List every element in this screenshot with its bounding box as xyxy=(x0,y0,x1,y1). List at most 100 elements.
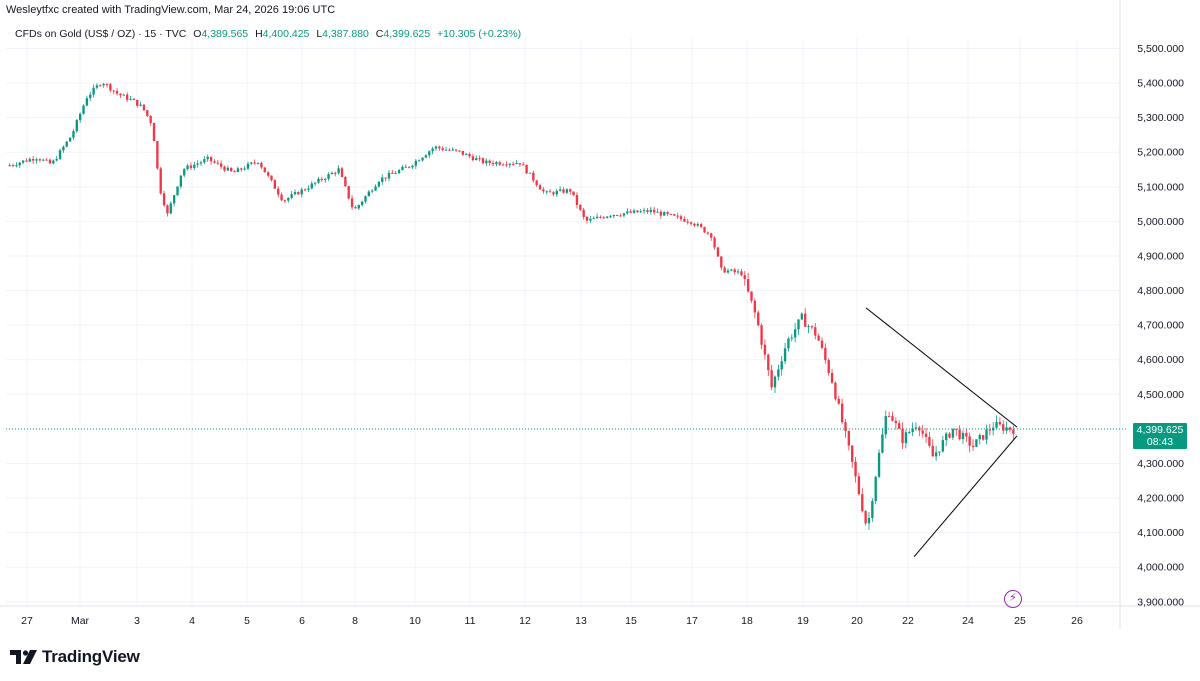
candle-body xyxy=(834,382,837,399)
candle-body xyxy=(172,195,176,204)
candle-body xyxy=(723,267,726,273)
candle-body xyxy=(82,105,85,114)
candle-body xyxy=(985,429,988,440)
candle-body xyxy=(538,185,542,190)
candle-body xyxy=(277,188,280,195)
y-tick-label: 4,600.000 xyxy=(1137,354,1184,366)
candle-body xyxy=(975,439,978,447)
candlestick-series xyxy=(8,82,1015,530)
candle-body xyxy=(146,110,149,116)
symbol-name[interactable]: CFDs on Gold (US$ / OZ) · 15 · TVC xyxy=(15,28,187,40)
candle-body xyxy=(350,198,354,208)
candle-body xyxy=(572,191,575,196)
candle-body xyxy=(847,431,851,446)
candle-body xyxy=(659,211,663,216)
candle-body xyxy=(696,224,699,226)
candle-body xyxy=(877,452,881,477)
candle-body xyxy=(884,416,887,435)
candle-body xyxy=(968,436,971,446)
candle-body xyxy=(790,337,793,339)
candle-body xyxy=(136,99,139,106)
drawing-layer[interactable] xyxy=(6,307,1128,558)
candle-body xyxy=(532,172,535,181)
candle-body xyxy=(411,165,414,168)
candle-body xyxy=(367,191,371,197)
candle-body xyxy=(451,149,454,151)
candle-body xyxy=(669,213,673,215)
candle-body xyxy=(377,181,381,187)
candle-body xyxy=(32,159,35,161)
candle-body xyxy=(485,160,488,164)
candle-body xyxy=(562,189,565,193)
y-tick-label: 4,900.000 xyxy=(1137,250,1184,262)
candle-body xyxy=(908,431,911,433)
candle-body xyxy=(945,433,948,441)
candle-body xyxy=(874,476,877,502)
candle-body xyxy=(683,218,686,222)
candle-body xyxy=(428,151,431,156)
candle-body xyxy=(25,160,28,162)
last-price-value: 4,399.625 xyxy=(1136,424,1184,436)
candle-body xyxy=(505,164,508,166)
x-tick-label: 26 xyxy=(1071,615,1083,627)
low-label: L xyxy=(316,28,323,40)
candle-body xyxy=(384,177,387,179)
candle-body xyxy=(911,428,914,432)
candle-body xyxy=(280,194,283,201)
open-value: 4,389.565 xyxy=(201,28,249,40)
candle-body xyxy=(99,85,102,87)
candle-body xyxy=(582,209,585,217)
candle-body xyxy=(38,159,42,161)
candle-body xyxy=(387,172,391,179)
candle-body xyxy=(525,164,528,174)
candle-body xyxy=(397,170,401,174)
triangle-trendline xyxy=(913,435,1018,558)
candle-body xyxy=(313,182,317,184)
candle-body xyxy=(780,361,783,370)
candle-body xyxy=(431,148,434,152)
candle-body xyxy=(948,433,951,438)
x-tick-label: 24 xyxy=(962,615,974,627)
candle-body xyxy=(814,327,817,336)
x-tick-label: 22 xyxy=(902,615,914,627)
bar-countdown: 08:43 xyxy=(1146,436,1174,448)
candle-body xyxy=(569,189,572,192)
price-axis[interactable]: 3,900.000 4,000.000 4,100.000 4,200.000 4,30… xyxy=(1137,43,1184,608)
candle-body xyxy=(233,171,236,173)
candle-body xyxy=(579,205,582,210)
y-tick-label: 5,300.000 xyxy=(1137,112,1184,124)
lightning-icon[interactable]: ⚡ xyxy=(1004,590,1022,608)
candle-body xyxy=(21,160,25,163)
candle-body xyxy=(750,291,753,301)
candle-body xyxy=(495,162,498,165)
candle-body xyxy=(542,189,545,192)
candle-body xyxy=(132,98,136,100)
candle-body xyxy=(266,172,270,176)
y-tick-label: 4,000.000 xyxy=(1137,562,1184,574)
candle-body xyxy=(498,162,501,165)
tradingview-brand[interactable]: TradingView xyxy=(10,647,140,667)
candle-body xyxy=(186,165,189,170)
candle-body xyxy=(183,169,186,176)
candle-body xyxy=(629,211,632,213)
candle-body xyxy=(401,166,404,171)
candle-body xyxy=(998,421,1002,425)
candle-body xyxy=(337,168,340,174)
x-tick-label: 8 xyxy=(352,615,358,627)
candle-body xyxy=(307,188,310,190)
candle-body xyxy=(42,159,45,161)
candle-body xyxy=(757,312,760,326)
candle-body xyxy=(599,216,602,218)
candle-body xyxy=(75,120,78,132)
candle-body xyxy=(441,148,444,150)
time-axis[interactable]: 27 Mar 3 4 5 6 8 10 11 12 13 15 17 18 19 20 22 24 25 26 xyxy=(21,615,1083,627)
candle-body xyxy=(189,165,193,168)
candle-body xyxy=(515,163,518,165)
candle-body xyxy=(374,186,377,191)
candle-body xyxy=(169,203,172,214)
candle-body xyxy=(760,325,763,345)
candle-body xyxy=(787,338,790,349)
candle-body xyxy=(693,223,696,226)
close-value: 4,399.625 xyxy=(383,28,431,40)
